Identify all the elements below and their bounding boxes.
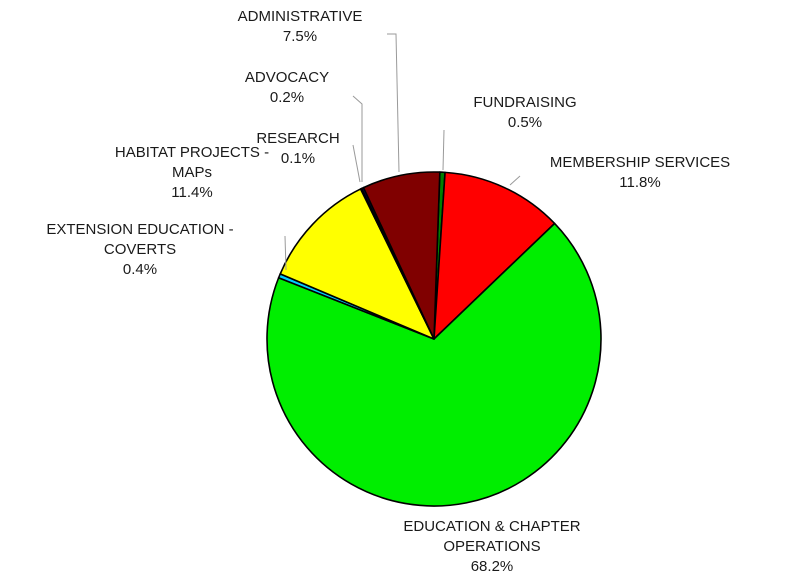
slice-name-extension-education-coverts: COVERTS	[104, 241, 176, 258]
slice-label-administrative: ADMINISTRATIVE 7.5%	[238, 8, 363, 45]
leader-line-administrative	[387, 34, 399, 172]
slice-label-membership-services: MEMBERSHIP SERVICES 11.8%	[550, 154, 730, 191]
slice-name-education-chapter-operations: EDUCATION & CHAPTER	[403, 518, 580, 535]
slice-label-education-chapter-operations: EDUCATION & CHAPTER OPERATIONS 68.2%	[403, 518, 580, 575]
slice-name-extension-education-coverts: EXTENSION EDUCATION -	[46, 221, 233, 238]
slice-name-habitat-projects-maps: HABITAT PROJECTS -	[115, 144, 269, 161]
slice-label-habitat-projects-maps: HABITAT PROJECTS - MAPs 11.4%	[115, 144, 269, 201]
slice-label-fundraising: FUNDRAISING 0.5%	[473, 94, 576, 131]
slice-name-research: RESEARCH	[256, 130, 339, 147]
leader-line-fundraising	[443, 130, 444, 170]
slice-name-fundraising: FUNDRAISING	[473, 94, 576, 111]
slice-value-administrative: 7.5%	[283, 28, 317, 45]
slice-value-habitat-projects-maps: 11.4%	[171, 184, 212, 201]
slice-value-education-chapter-operations: 68.2%	[471, 558, 514, 575]
slice-value-fundraising: 0.5%	[508, 114, 542, 131]
slice-value-extension-education-coverts: 0.4%	[123, 261, 157, 278]
slice-value-research: 0.1%	[281, 150, 315, 167]
slice-name-advocacy: ADVOCACY	[245, 69, 329, 86]
slice-label-extension-education-coverts: EXTENSION EDUCATION - COVERTS 0.4%	[46, 221, 233, 278]
slice-name-administrative: ADMINISTRATIVE	[238, 8, 363, 25]
slice-name-membership-services: MEMBERSHIP SERVICES	[550, 154, 730, 171]
leader-line-membership-services	[510, 176, 520, 185]
slice-value-advocacy: 0.2%	[270, 89, 304, 106]
slice-name-habitat-projects-maps: MAPs	[172, 164, 212, 181]
slice-label-advocacy: ADVOCACY 0.2%	[245, 69, 329, 106]
leader-line-research	[353, 145, 360, 182]
slice-name-education-chapter-operations: OPERATIONS	[443, 538, 540, 555]
slice-value-membership-services: 11.8%	[619, 174, 660, 191]
